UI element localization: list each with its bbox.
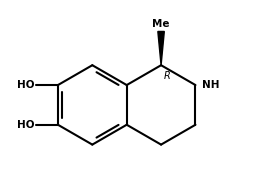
Polygon shape bbox=[158, 31, 164, 65]
Text: HO: HO bbox=[17, 120, 35, 130]
Text: NH: NH bbox=[202, 80, 219, 90]
Text: HO: HO bbox=[17, 80, 35, 90]
Text: R: R bbox=[164, 71, 171, 81]
Text: Me: Me bbox=[152, 19, 170, 29]
